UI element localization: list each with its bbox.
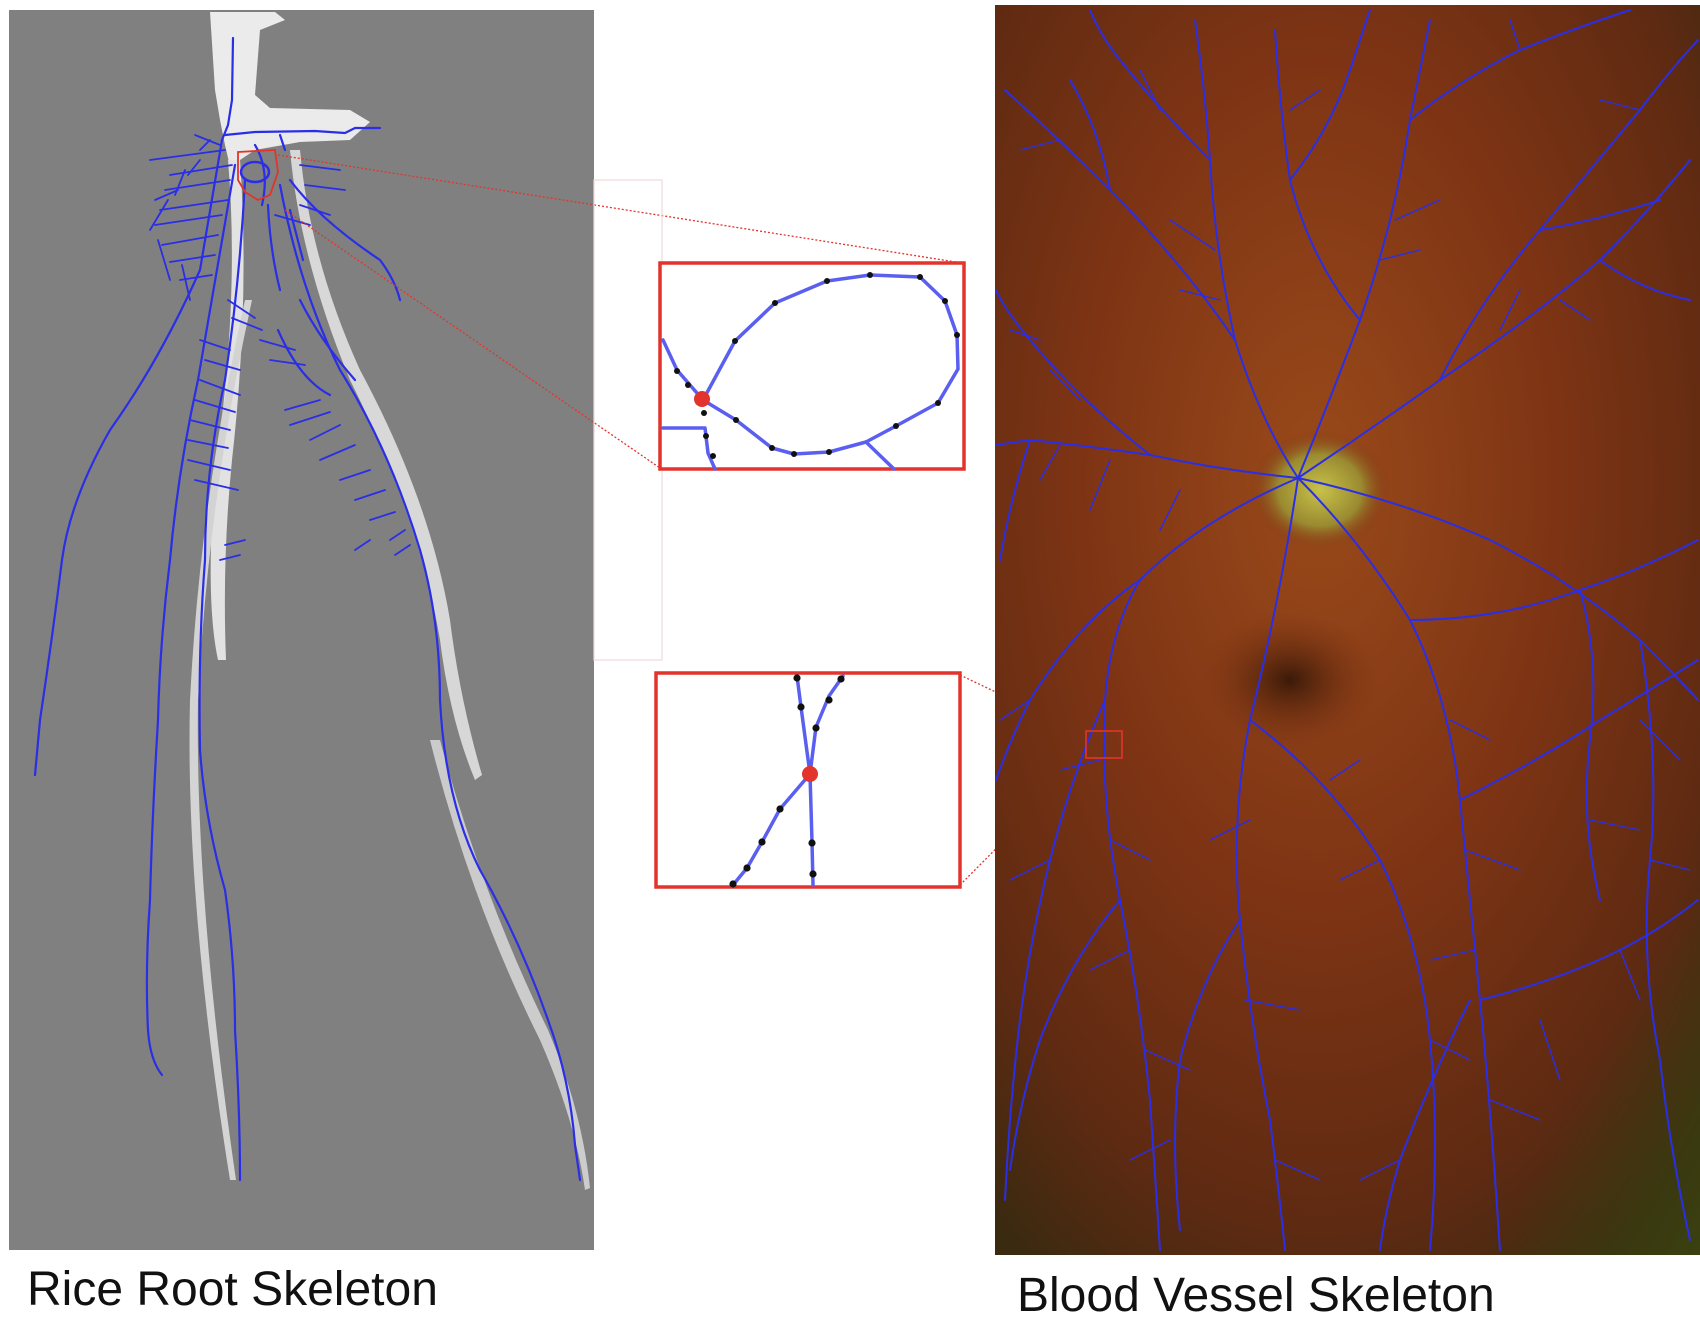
blood-vessel-caption: Blood Vessel Skeleton [1017,1269,1495,1322]
optic-disc [1250,430,1390,550]
faint-guide-box [593,179,663,661]
bottom-inset-junction [802,766,818,782]
root-loop-highlight [237,149,279,202]
top-inset-loop-zoom [658,261,966,471]
rice-root-lateral-branches [149,134,411,561]
rice-root-panel [9,10,594,1250]
top-zoom-connectors [277,154,963,469]
bottom-inset-crossing-zoom [654,671,962,889]
retina-crossing-highlight [1085,730,1123,759]
top-inset-nodes [674,272,960,459]
retina-panel [995,5,1700,1255]
bottom-inset-nodes [729,674,845,888]
rice-root-caption: Rice Root Skeleton [27,1263,438,1316]
macula [1200,610,1380,750]
top-inset-frame [658,261,966,471]
top-inset-junction [694,391,710,407]
rice-root-skeleton [33,36,582,1182]
retina-vessel-fine-branches [999,19,1691,1181]
